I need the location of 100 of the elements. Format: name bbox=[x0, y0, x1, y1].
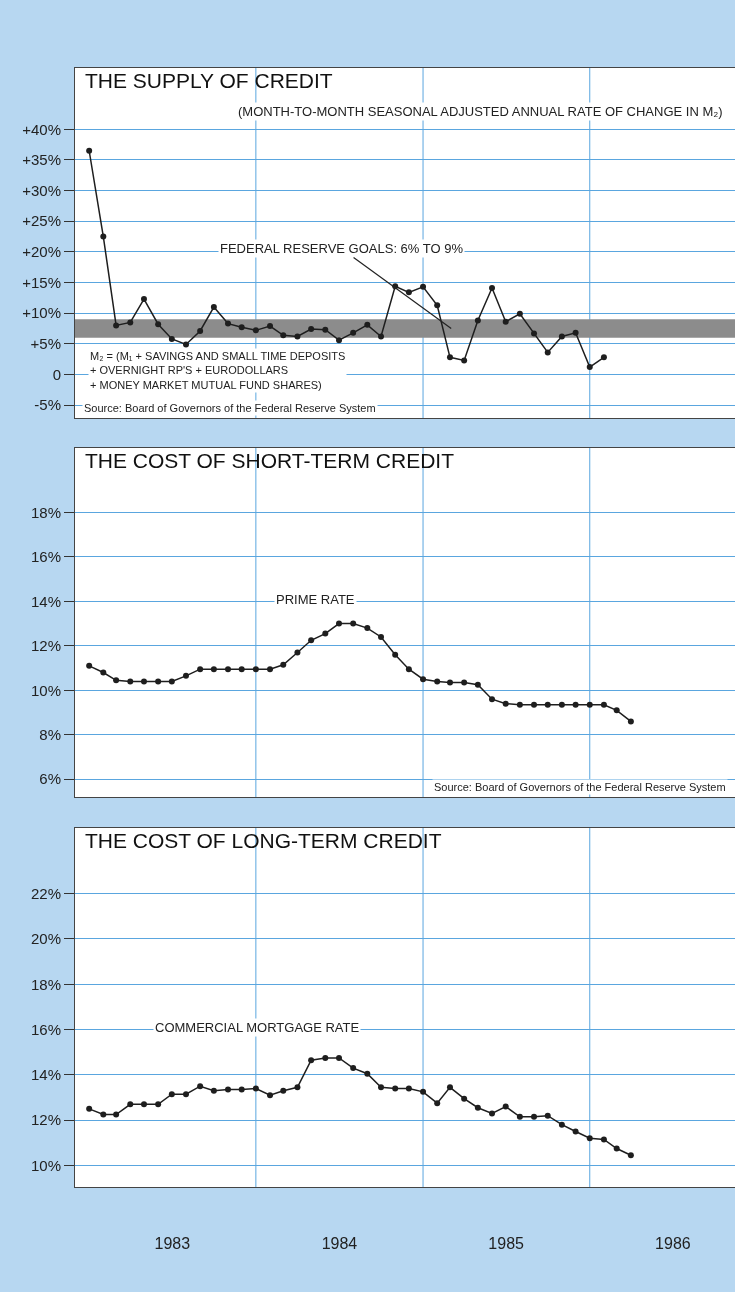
point bbox=[322, 630, 329, 637]
point bbox=[544, 701, 551, 708]
point bbox=[225, 666, 232, 673]
point bbox=[434, 302, 441, 309]
point bbox=[392, 651, 399, 658]
point bbox=[210, 304, 217, 311]
point bbox=[155, 321, 162, 328]
y-tick-label: +10% bbox=[22, 304, 61, 322]
point bbox=[100, 669, 107, 676]
point bbox=[225, 320, 232, 327]
point bbox=[446, 1084, 453, 1091]
point bbox=[322, 326, 329, 333]
point bbox=[210, 1087, 217, 1094]
point bbox=[267, 666, 274, 673]
point bbox=[405, 666, 412, 673]
point bbox=[238, 666, 245, 673]
point bbox=[461, 357, 468, 364]
chart-title: THE SUPPLY OF CREDIT bbox=[84, 68, 333, 92]
x-tick-label: 1985 bbox=[488, 1235, 525, 1253]
point bbox=[168, 1091, 175, 1098]
chart-title: THE COST OF SHORT-TERM CREDIT bbox=[84, 448, 455, 472]
point bbox=[627, 1152, 634, 1159]
point bbox=[252, 666, 259, 673]
point bbox=[531, 1113, 538, 1120]
point bbox=[127, 678, 134, 685]
point bbox=[364, 321, 371, 328]
point bbox=[405, 1085, 412, 1092]
point bbox=[100, 233, 107, 240]
point bbox=[86, 147, 93, 154]
point bbox=[613, 1145, 620, 1152]
point bbox=[86, 1105, 93, 1112]
point bbox=[434, 1100, 441, 1107]
point bbox=[155, 678, 162, 685]
point bbox=[600, 354, 607, 361]
point bbox=[140, 678, 147, 685]
point bbox=[280, 332, 287, 339]
y-tick-label: 10% bbox=[30, 1156, 61, 1174]
point bbox=[155, 1101, 162, 1108]
y-tick-label: 10% bbox=[30, 681, 61, 699]
point bbox=[558, 701, 565, 708]
y-tick-label: 14% bbox=[30, 592, 61, 610]
series-label: PRIME RATE bbox=[276, 592, 355, 607]
point bbox=[140, 296, 147, 303]
point bbox=[280, 1087, 287, 1094]
point bbox=[461, 679, 468, 686]
point bbox=[378, 1084, 385, 1091]
point bbox=[238, 324, 245, 331]
point bbox=[558, 1121, 565, 1128]
point bbox=[225, 1086, 232, 1093]
point bbox=[267, 1092, 274, 1099]
point bbox=[446, 679, 453, 686]
text: COMMERCIAL MORTGAGE RATE bbox=[155, 1020, 360, 1035]
point bbox=[502, 318, 509, 325]
point bbox=[140, 1101, 147, 1108]
point bbox=[600, 1136, 607, 1143]
point bbox=[489, 1110, 496, 1117]
y-tick-label: 0 bbox=[52, 365, 61, 383]
point bbox=[378, 333, 385, 340]
x-tick-label: 1983 bbox=[154, 1235, 191, 1253]
point bbox=[197, 666, 204, 673]
point bbox=[489, 285, 496, 292]
y-tick-label: +20% bbox=[22, 243, 61, 261]
point bbox=[294, 1084, 301, 1091]
point bbox=[474, 317, 481, 324]
point bbox=[531, 330, 538, 337]
point bbox=[586, 1135, 593, 1142]
point bbox=[364, 625, 371, 632]
y-tick-label: +30% bbox=[22, 181, 61, 199]
point bbox=[489, 696, 496, 703]
y-tick-label: 6% bbox=[39, 770, 61, 788]
point bbox=[127, 1101, 134, 1108]
y-tick-label: 14% bbox=[30, 1066, 61, 1084]
y-tick-label: 12% bbox=[30, 1111, 61, 1129]
y-tick-label: +25% bbox=[22, 212, 61, 230]
point bbox=[252, 1085, 259, 1092]
point bbox=[322, 1054, 329, 1061]
point bbox=[434, 678, 441, 685]
point bbox=[113, 677, 120, 684]
point bbox=[405, 289, 412, 296]
point bbox=[182, 1091, 189, 1098]
point bbox=[210, 666, 217, 673]
point bbox=[113, 1111, 120, 1118]
point bbox=[182, 672, 189, 679]
y-tick-label: 8% bbox=[39, 726, 61, 744]
point bbox=[100, 1111, 107, 1118]
point bbox=[392, 1085, 399, 1092]
point bbox=[502, 700, 509, 707]
point bbox=[308, 637, 315, 644]
point bbox=[572, 329, 579, 336]
point bbox=[572, 701, 579, 708]
point bbox=[516, 310, 523, 317]
point bbox=[113, 322, 120, 329]
point bbox=[308, 326, 315, 333]
point bbox=[531, 701, 538, 708]
point bbox=[336, 1054, 342, 1061]
point bbox=[586, 701, 593, 708]
y-tick-label: 16% bbox=[30, 1020, 61, 1038]
y-tick-label: +35% bbox=[22, 151, 61, 169]
point bbox=[420, 283, 427, 290]
x-tick-label: 1984 bbox=[321, 1235, 358, 1253]
